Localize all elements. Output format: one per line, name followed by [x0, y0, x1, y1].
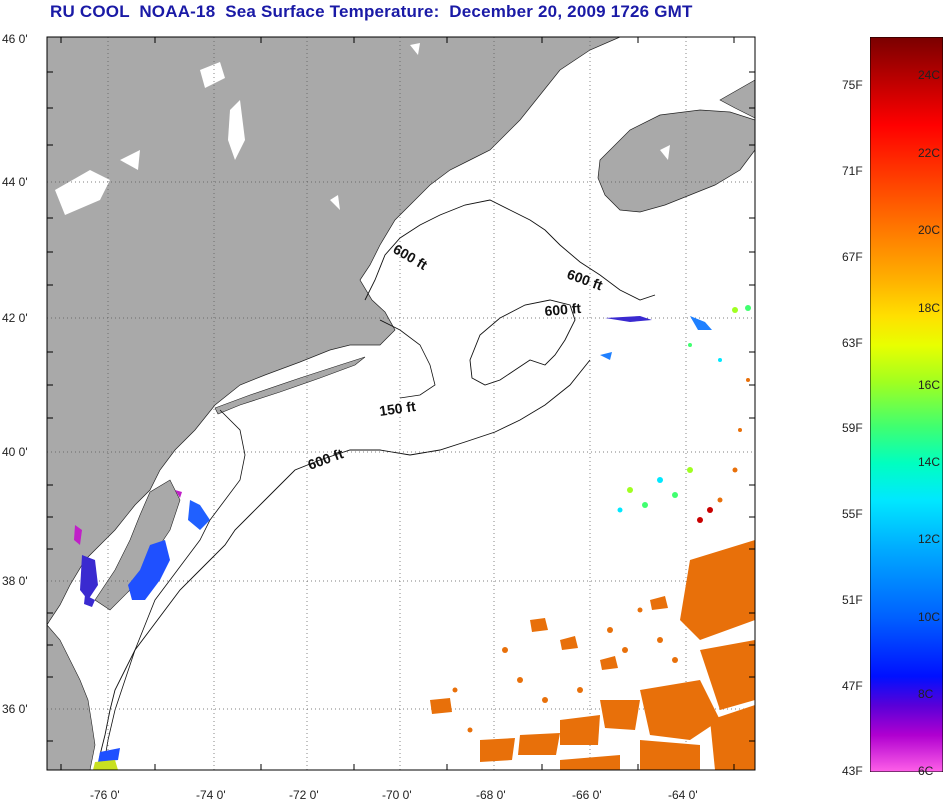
sst-cool-patches [74, 316, 712, 770]
colorbar-f-label: 59F [842, 421, 863, 435]
map-title: RU COOL NOAA-18 Sea Surface Temperature:… [50, 2, 693, 21]
sst-midrange-speckle [617, 305, 751, 523]
colorbar-f-label: 55F [842, 507, 863, 521]
land-long-island [214, 356, 366, 415]
contour-600ft-georges [469, 299, 576, 386]
lat-label: 46 0' [2, 32, 28, 46]
colorbar-f-label: 67F [842, 250, 863, 264]
lon-label: -76 0' [90, 788, 120, 802]
colorbar-c-label: 12C [918, 532, 941, 546]
lat-label: 38 0' [2, 574, 28, 588]
lon-label: -70 0' [382, 788, 412, 802]
land-nova-scotia [597, 109, 756, 213]
lat-label: 40 0' [2, 445, 28, 459]
colorbar-f-label: 47F [842, 679, 863, 693]
inland-lakes [55, 43, 670, 215]
lat-label: 36 0' [2, 702, 28, 716]
contour-150ft [102, 409, 246, 771]
colorbar-f-label: 71F [842, 164, 863, 178]
lon-label: -72 0' [289, 788, 319, 802]
lon-label: -66 0' [572, 788, 602, 802]
colorbar-c-label: 16C [918, 378, 941, 392]
colorbar-f-label: 43F [842, 764, 863, 778]
colorbar-c-label: 18C [918, 301, 941, 315]
frame-ticks [47, 37, 755, 770]
contour-600ft-gulf [364, 199, 656, 301]
colorbar-c-label: 6C [918, 764, 934, 778]
colorbar-f-label: 51F [842, 593, 863, 607]
colorbar-c-label: 8C [918, 687, 934, 701]
contour-600ft-shelf [97, 359, 591, 771]
lat-label: 44 0' [2, 175, 28, 189]
colorbar-f-label: 63F [842, 336, 863, 350]
lon-label: -68 0' [476, 788, 506, 802]
colorbar [870, 37, 943, 772]
sst-warm-patches [430, 540, 755, 770]
colorbar-c-label: 20C [918, 223, 941, 237]
colorbar-c-label: 22C [918, 146, 941, 160]
colorbar-gradient [870, 37, 943, 772]
colorbar-c-label: 10C [918, 610, 941, 624]
lat-label: 42 0' [2, 311, 28, 325]
colorbar-f-label: 75F [842, 78, 863, 92]
land-delmarva [94, 479, 181, 611]
contour-label: 150 ft [378, 398, 417, 419]
land-mainland [46, 36, 621, 627]
lon-label: -74 0' [196, 788, 226, 802]
contour-label: 600 ft [544, 300, 582, 319]
colorbar-c-label: 24C [918, 68, 941, 82]
colorbar-c-label: 14C [918, 455, 941, 469]
lon-label: -64 0' [668, 788, 698, 802]
map-frame [46, 36, 756, 771]
sst-warm-speckle [452, 378, 750, 733]
